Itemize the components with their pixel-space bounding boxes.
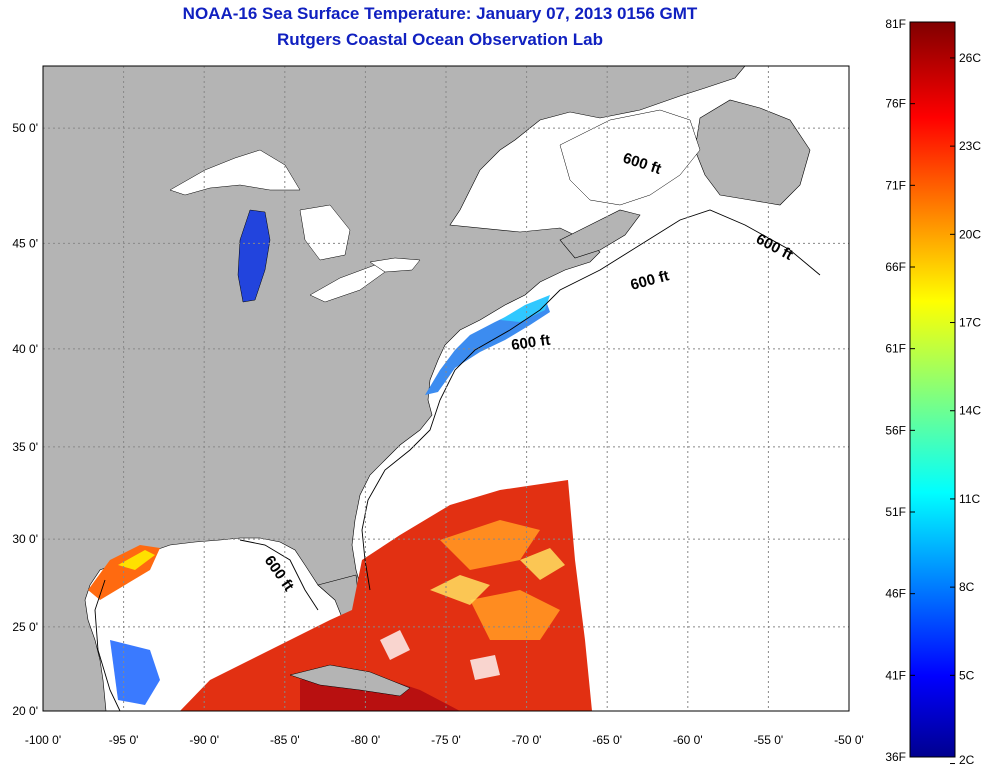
longitude-tick-label: -90 0'	[189, 733, 219, 747]
contour-label: 600 ft	[510, 332, 551, 354]
longitude-tick-label: -60 0'	[673, 733, 703, 747]
colorbar-celsius-label: 11C	[959, 492, 980, 506]
colorbar-celsius-label: 8C	[959, 580, 975, 594]
longitude-tick-label: -100 0'	[25, 733, 61, 747]
plot-frame	[42, 65, 850, 712]
longitude-tick-label: -75 0'	[431, 733, 461, 747]
cuba	[289, 664, 411, 697]
colorbar-fahrenheit-label: 61F	[885, 342, 906, 356]
latitude-tick-label: 40 0'	[12, 342, 38, 356]
longitude-tick-label: -70 0'	[512, 733, 542, 747]
latitude-axis: 20 0' 25 0' 30 0' 35 0' 40 0' 45 0' 50 0'	[12, 121, 38, 718]
longitude-tick-label: -80 0'	[351, 733, 381, 747]
colorbar-fahrenheit-label: 76F	[885, 97, 906, 111]
colorbar-celsius-label: 20C	[959, 227, 981, 241]
map-subtitle: Rutgers Coastal Ocean Observation Lab	[277, 30, 603, 49]
colorbar-fahrenheit-label: 51F	[885, 505, 906, 519]
colorbar-fahrenheit-label: 41F	[885, 668, 906, 682]
latitude-tick-label: 25 0'	[12, 620, 38, 634]
gulf-st-lawrence	[559, 109, 701, 206]
longitude-tick-label: -50 0'	[834, 733, 864, 747]
colorbar: 81F 76F 71F 66F 61F 56F 51F 46F 41F 36F 26C 23C 20C…	[885, 17, 981, 767]
longitude-tick-label: -85 0'	[270, 733, 300, 747]
latitude-tick-label: 30 0'	[12, 532, 38, 546]
map-title: NOAA-16 Sea Surface Temperature: January…	[182, 4, 698, 23]
coastal-cold-water	[425, 298, 550, 395]
latitude-tick-label: 45 0'	[12, 236, 38, 250]
lake-superior	[169, 149, 301, 196]
colorbar-fahrenheit-label: 66F	[885, 260, 906, 274]
colorbar-celsius-label: 5C	[959, 668, 975, 682]
lake-ontario	[369, 257, 421, 273]
colorbar-fahrenheit-label: 56F	[885, 423, 906, 437]
latitude-tick-label: 50 0'	[12, 121, 38, 135]
colorbar-fahrenheit-label: 71F	[885, 178, 906, 192]
lake-huron	[299, 204, 351, 261]
longitude-axis: -100 0' -95 0' -90 0' -85 0' -80 0' -75 0' -70…	[25, 733, 864, 747]
colorbar-celsius-label: 23C	[959, 139, 981, 153]
longitude-tick-label: -65 0'	[592, 733, 622, 747]
latitude-tick-label: 35 0'	[12, 440, 38, 454]
colorbar-celsius-label: 2C	[959, 753, 975, 767]
longitude-tick-label: -55 0'	[754, 733, 784, 747]
graticule	[43, 66, 849, 711]
colorbar-fahrenheit-label: 36F	[885, 750, 906, 764]
colorbar-celsius-label: 17C	[959, 316, 981, 330]
colorbar-celsius-label: 14C	[959, 404, 981, 418]
colorbar-celsius-label: 26C	[959, 51, 981, 65]
latitude-tick-label: 20 0'	[12, 704, 38, 718]
lake-michigan	[237, 209, 271, 303]
contour-600ft	[361, 209, 821, 591]
colorbar-fahrenheit-label: 46F	[885, 587, 906, 601]
nova-scotia	[559, 209, 641, 259]
longitude-tick-label: -95 0'	[109, 733, 139, 747]
colorbar-gradient	[909, 21, 956, 758]
colorbar-fahrenheit-label: 81F	[885, 17, 906, 31]
newfoundland	[694, 99, 811, 206]
